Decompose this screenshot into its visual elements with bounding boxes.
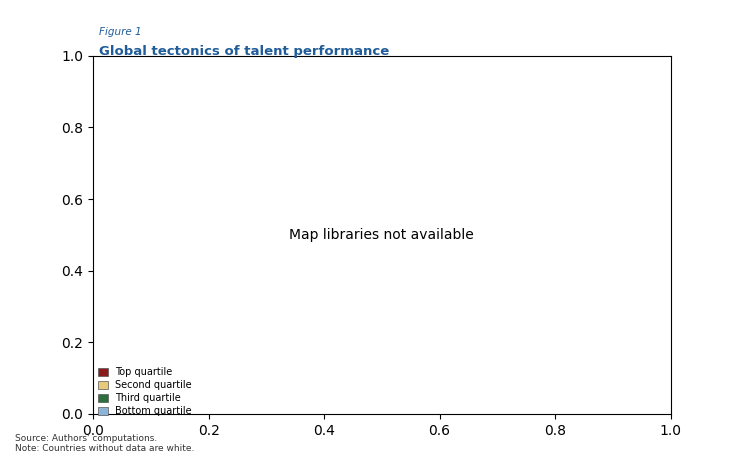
Text: Source: Authors' computations.
Note: Countries without data are white.: Source: Authors' computations. Note: Cou… (15, 434, 194, 453)
Text: Global tectonics of talent performance: Global tectonics of talent performance (99, 45, 389, 58)
Legend: Top quartile, Second quartile, Third quartile, Bottom quartile: Top quartile, Second quartile, Third qua… (98, 367, 192, 416)
Text: Map libraries not available: Map libraries not available (290, 228, 474, 242)
Text: Figure 1: Figure 1 (99, 27, 142, 37)
